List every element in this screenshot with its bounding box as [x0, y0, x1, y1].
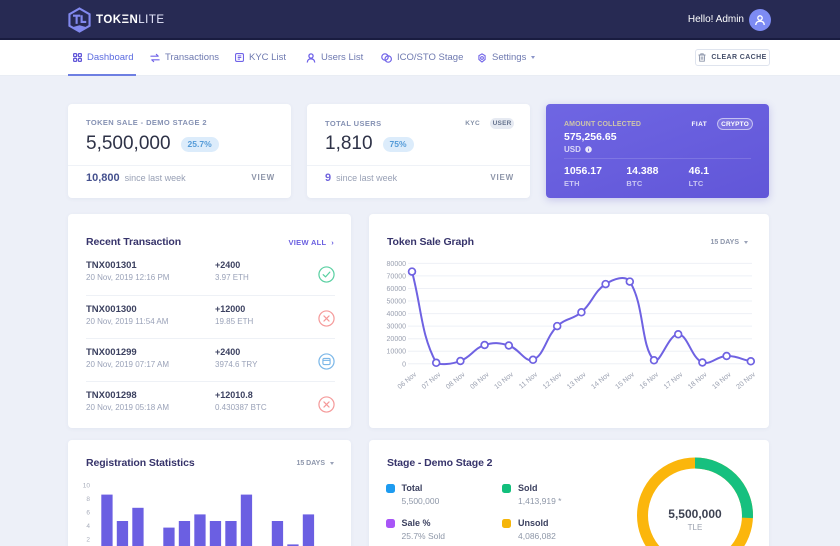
svg-text:09 Nov: 09 Nov: [469, 371, 491, 391]
svg-text:13 Nov: 13 Nov: [566, 371, 588, 391]
svg-text:80000: 80000: [387, 261, 407, 268]
svg-text:10: 10: [83, 483, 91, 490]
svg-text:10 Nov: 10 Nov: [493, 371, 515, 391]
svg-text:11 Nov: 11 Nov: [518, 371, 539, 391]
svg-text:2: 2: [86, 537, 90, 544]
svg-text:07 Nov: 07 Nov: [421, 371, 443, 391]
svg-text:0: 0: [402, 361, 406, 368]
svg-text:14 Nov: 14 Nov: [590, 371, 612, 391]
svg-text:20000: 20000: [387, 336, 407, 343]
svg-text:50000: 50000: [387, 299, 407, 306]
svg-text:8: 8: [86, 496, 90, 503]
svg-text:6: 6: [86, 510, 90, 517]
svg-text:15 Nov: 15 Nov: [614, 371, 636, 391]
svg-text:4: 4: [86, 523, 90, 530]
svg-text:19 Nov: 19 Nov: [711, 371, 733, 391]
svg-text:17 Nov: 17 Nov: [663, 371, 685, 391]
svg-text:20 Nov: 20 Nov: [735, 371, 757, 391]
svg-text:16 Nov: 16 Nov: [639, 371, 661, 391]
svg-text:70000: 70000: [387, 274, 407, 281]
svg-text:60000: 60000: [387, 286, 407, 293]
svg-text:08 Nov: 08 Nov: [445, 371, 467, 391]
svg-text:10000: 10000: [387, 349, 407, 356]
svg-text:12 Nov: 12 Nov: [542, 371, 564, 391]
svg-text:06 Nov: 06 Nov: [397, 371, 419, 391]
svg-text:40000: 40000: [387, 311, 407, 318]
svg-text:18 Nov: 18 Nov: [687, 371, 709, 391]
svg-text:30000: 30000: [387, 324, 407, 331]
